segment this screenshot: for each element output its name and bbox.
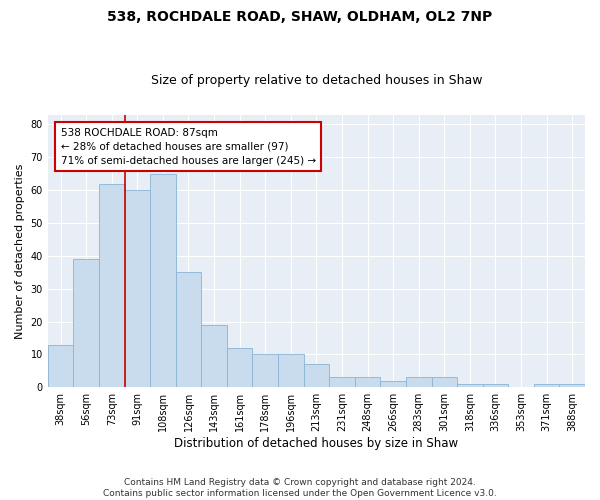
Bar: [201, 325, 227, 388]
Bar: [355, 378, 380, 388]
Bar: [482, 384, 508, 388]
Bar: [99, 184, 125, 388]
Bar: [457, 384, 482, 388]
Bar: [150, 174, 176, 388]
Bar: [559, 384, 585, 388]
Title: Size of property relative to detached houses in Shaw: Size of property relative to detached ho…: [151, 74, 482, 87]
Bar: [380, 381, 406, 388]
Bar: [125, 190, 150, 388]
Bar: [534, 384, 559, 388]
X-axis label: Distribution of detached houses by size in Shaw: Distribution of detached houses by size …: [175, 437, 458, 450]
Bar: [176, 272, 201, 388]
Bar: [329, 378, 355, 388]
Bar: [73, 259, 99, 388]
Bar: [278, 354, 304, 388]
Bar: [227, 348, 253, 388]
Text: 538, ROCHDALE ROAD, SHAW, OLDHAM, OL2 7NP: 538, ROCHDALE ROAD, SHAW, OLDHAM, OL2 7N…: [107, 10, 493, 24]
Bar: [431, 378, 457, 388]
Text: Contains HM Land Registry data © Crown copyright and database right 2024.
Contai: Contains HM Land Registry data © Crown c…: [103, 478, 497, 498]
Bar: [253, 354, 278, 388]
Y-axis label: Number of detached properties: Number of detached properties: [15, 164, 25, 338]
Bar: [304, 364, 329, 388]
Bar: [406, 378, 431, 388]
Text: 538 ROCHDALE ROAD: 87sqm
← 28% of detached houses are smaller (97)
71% of semi-d: 538 ROCHDALE ROAD: 87sqm ← 28% of detach…: [61, 128, 316, 166]
Bar: [48, 344, 73, 388]
